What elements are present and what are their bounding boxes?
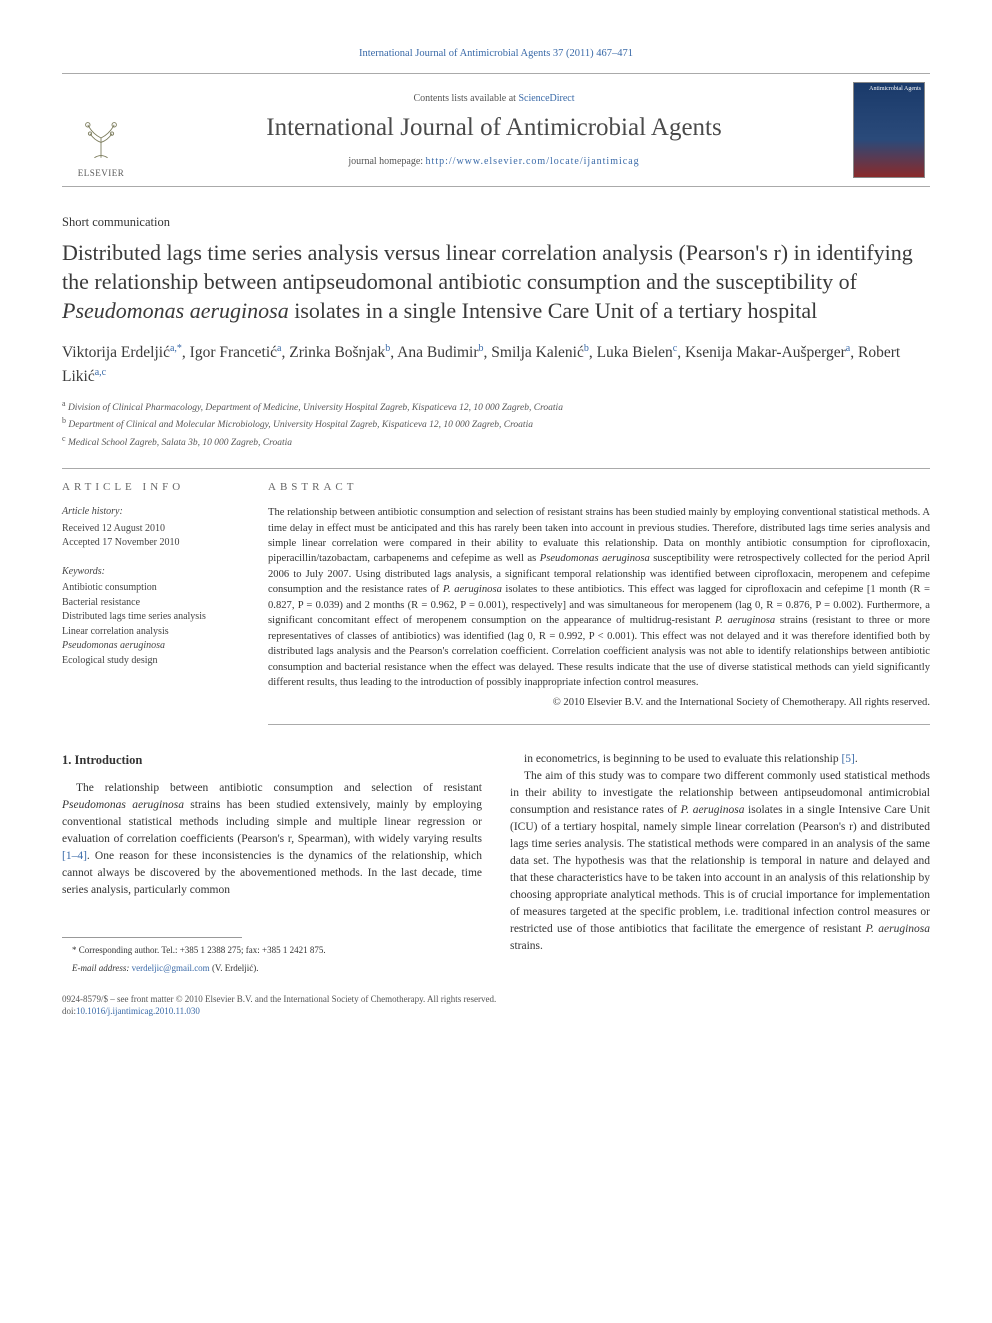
keyword: Distributed lags time series analysis bbox=[62, 610, 248, 625]
keywords-head: Keywords: bbox=[62, 565, 248, 580]
journal-cover-icon: Antimicrobial Agents bbox=[853, 82, 925, 178]
affiliation: b Department of Clinical and Molecular M… bbox=[62, 415, 930, 432]
affiliations: a Division of Clinical Pharmacology, Dep… bbox=[62, 398, 930, 450]
abstract-heading: ABSTRACT bbox=[268, 481, 930, 493]
article-info-column: ARTICLE INFO Article history: Received 1… bbox=[62, 469, 268, 725]
keyword: Ecological study design bbox=[62, 654, 248, 669]
homepage-link[interactable]: http://www.elsevier.com/locate/ijantimic… bbox=[426, 156, 640, 167]
affiliation: a Division of Clinical Pharmacology, Dep… bbox=[62, 398, 930, 415]
accepted-date: Accepted 17 November 2010 bbox=[62, 536, 248, 551]
body-columns: 1. Introduction The relationship between… bbox=[62, 751, 930, 975]
abstract-copyright: © 2010 Elsevier B.V. and the Internation… bbox=[268, 695, 930, 710]
author: Zrinka Bošnjakb bbox=[289, 344, 390, 361]
abstract-text: The relationship between antibiotic cons… bbox=[268, 505, 930, 710]
body-paragraph: The aim of this study was to compare two… bbox=[510, 768, 930, 955]
article-info-heading: ARTICLE INFO bbox=[62, 481, 248, 493]
keyword: Antibiotic consumption bbox=[62, 581, 248, 596]
publisher-logo-zone: ELSEVIER bbox=[62, 82, 140, 178]
author: Ksenija Makar-Aušpergera bbox=[685, 344, 850, 361]
body-col-left: 1. Introduction The relationship between… bbox=[62, 751, 482, 975]
homepage-prefix: journal homepage: bbox=[348, 156, 425, 167]
body-paragraph: The relationship between antibiotic cons… bbox=[62, 780, 482, 899]
citation-line: International Journal of Antimicrobial A… bbox=[62, 48, 930, 59]
email-note: E-mail address: verdeljic@gmail.com (V. … bbox=[62, 962, 482, 975]
doi-line: doi:10.1016/j.ijantimicag.2010.11.030 bbox=[62, 1005, 930, 1018]
ref-link[interactable]: [1–4] bbox=[62, 850, 87, 862]
sciencedirect-link[interactable]: ScienceDirect bbox=[518, 93, 574, 104]
keyword: Pseudomonas aeruginosa bbox=[62, 639, 248, 654]
doi-link[interactable]: 10.1016/j.ijantimicag.2010.11.030 bbox=[76, 1006, 200, 1016]
abstract-column: ABSTRACT The relationship between antibi… bbox=[268, 469, 930, 725]
elsevier-tree-icon bbox=[73, 110, 129, 166]
info-abstract-row: ARTICLE INFO Article history: Received 1… bbox=[62, 468, 930, 725]
history-head: Article history: bbox=[62, 505, 248, 520]
title-post: isolates in a single Intensive Care Unit… bbox=[289, 298, 817, 323]
corresponding-author-note: * Corresponding author. Tel.: +385 1 238… bbox=[62, 944, 482, 957]
homepage-line: journal homepage: http://www.elsevier.co… bbox=[140, 156, 848, 167]
author: Ana Budimirb bbox=[397, 344, 483, 361]
keyword: Linear correlation analysis bbox=[62, 625, 248, 640]
keyword: Bacterial resistance bbox=[62, 596, 248, 611]
article-history: Article history: Received 12 August 2010… bbox=[62, 505, 248, 551]
ref-link[interactable]: [5] bbox=[841, 753, 854, 765]
cover-thumb-zone: Antimicrobial Agents bbox=[848, 82, 930, 178]
body-paragraph: in econometrics, is beginning to be used… bbox=[510, 751, 930, 768]
author: Luka Bielenc bbox=[597, 344, 678, 361]
author: Viktorija Erdeljića,* bbox=[62, 344, 182, 361]
article-type: Short communication bbox=[62, 215, 930, 230]
section-heading: 1. Introduction bbox=[62, 751, 482, 770]
elsevier-label: ELSEVIER bbox=[78, 168, 125, 178]
email-link[interactable]: verdeljic@gmail.com bbox=[132, 963, 210, 973]
contents-prefix: Contents lists available at bbox=[413, 93, 518, 104]
footnote-rule bbox=[62, 937, 242, 938]
affiliation: c Medical School Zagreb, Salata 3b, 10 0… bbox=[62, 433, 930, 450]
title-species: Pseudomonas aeruginosa bbox=[62, 298, 289, 323]
received-date: Received 12 August 2010 bbox=[62, 522, 248, 537]
keywords-block: Keywords: Antibiotic consumption Bacteri… bbox=[62, 565, 248, 669]
author: Igor Francetića bbox=[190, 344, 282, 361]
body-col-right: in econometrics, is beginning to be used… bbox=[510, 751, 930, 975]
page-footer: 0924-8579/$ – see front matter © 2010 El… bbox=[62, 993, 930, 1018]
contents-line: Contents lists available at ScienceDirec… bbox=[140, 93, 848, 104]
title-pre: Distributed lags time series analysis ve… bbox=[62, 240, 913, 294]
citation-link[interactable]: International Journal of Antimicrobial A… bbox=[359, 48, 633, 59]
article-title: Distributed lags time series analysis ve… bbox=[62, 238, 930, 325]
author: Smilja Kalenićb bbox=[491, 344, 589, 361]
front-matter-line: 0924-8579/$ – see front matter © 2010 El… bbox=[62, 993, 930, 1006]
journal-name: International Journal of Antimicrobial A… bbox=[140, 114, 848, 142]
authors-list: Viktorija Erdeljića,*, Igor Francetića, … bbox=[62, 341, 930, 388]
cover-label: Antimicrobial Agents bbox=[857, 86, 921, 93]
masthead-center: Contents lists available at ScienceDirec… bbox=[140, 82, 848, 178]
masthead: ELSEVIER Contents lists available at Sci… bbox=[62, 73, 930, 187]
